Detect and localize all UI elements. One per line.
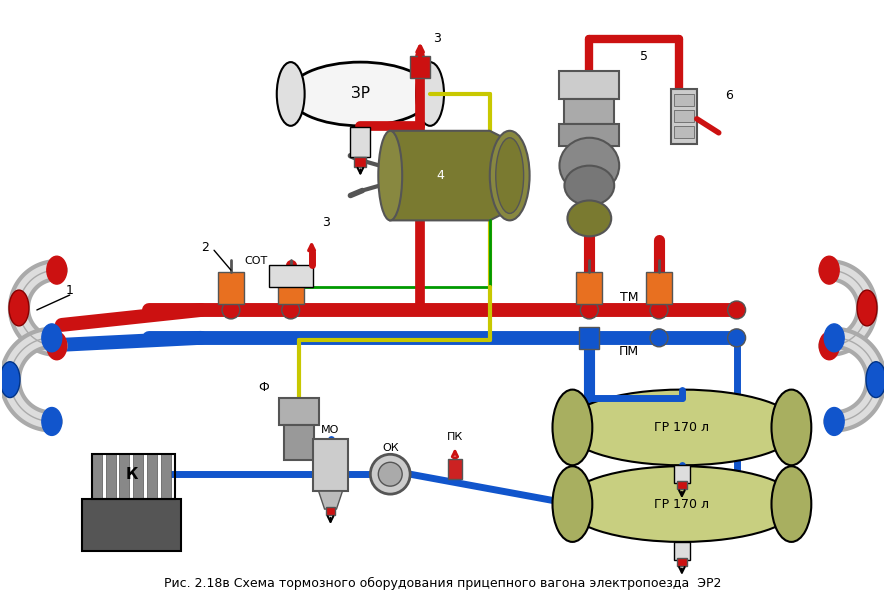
Ellipse shape <box>820 332 839 360</box>
Ellipse shape <box>567 200 611 236</box>
Ellipse shape <box>580 301 598 319</box>
Ellipse shape <box>564 166 614 205</box>
Bar <box>559 71 619 99</box>
Ellipse shape <box>727 329 746 347</box>
Ellipse shape <box>824 324 844 352</box>
Bar <box>91 454 102 499</box>
Ellipse shape <box>559 138 619 194</box>
Text: 5: 5 <box>640 50 648 63</box>
Text: ОК: ОК <box>382 443 399 453</box>
Ellipse shape <box>553 466 593 542</box>
Bar <box>313 439 348 491</box>
Ellipse shape <box>772 390 812 465</box>
Ellipse shape <box>650 301 668 319</box>
Ellipse shape <box>9 290 29 326</box>
Ellipse shape <box>496 138 524 214</box>
Ellipse shape <box>727 301 746 319</box>
Polygon shape <box>390 131 520 220</box>
Bar <box>325 507 336 515</box>
Bar <box>579 327 599 349</box>
Text: Ф: Ф <box>259 381 269 394</box>
Ellipse shape <box>820 256 839 284</box>
Text: ТМ: ТМ <box>620 291 639 304</box>
Bar <box>351 127 370 157</box>
Bar <box>674 126 694 138</box>
Bar <box>105 454 115 499</box>
Bar <box>674 542 690 560</box>
Ellipse shape <box>564 390 799 465</box>
Ellipse shape <box>553 390 593 465</box>
Bar <box>564 99 614 124</box>
Bar <box>448 459 462 479</box>
Ellipse shape <box>289 62 432 126</box>
Text: СОТ: СОТ <box>245 256 268 266</box>
Text: ЗР: ЗР <box>351 86 369 101</box>
Bar <box>559 124 619 146</box>
Ellipse shape <box>0 362 20 398</box>
Ellipse shape <box>42 324 62 352</box>
Bar <box>91 454 175 499</box>
Bar <box>674 110 694 122</box>
Ellipse shape <box>378 131 402 220</box>
Ellipse shape <box>490 131 530 220</box>
Bar <box>134 454 144 499</box>
Bar <box>161 454 171 499</box>
Text: 3: 3 <box>322 216 330 229</box>
Text: МО: МО <box>322 426 339 435</box>
Bar <box>677 481 687 489</box>
Ellipse shape <box>824 407 844 435</box>
Text: 4: 4 <box>436 169 444 182</box>
Ellipse shape <box>282 301 299 319</box>
Bar <box>279 398 319 426</box>
Polygon shape <box>319 491 343 509</box>
Bar <box>277 272 304 304</box>
Ellipse shape <box>47 256 66 284</box>
Ellipse shape <box>42 407 62 435</box>
Ellipse shape <box>378 463 402 486</box>
Bar <box>147 454 158 499</box>
Text: 2: 2 <box>201 241 209 254</box>
Ellipse shape <box>580 329 598 347</box>
Ellipse shape <box>857 290 877 326</box>
Text: ПМ: ПМ <box>619 345 639 358</box>
Ellipse shape <box>222 301 240 319</box>
Ellipse shape <box>772 466 812 542</box>
Ellipse shape <box>650 329 668 347</box>
Bar <box>82 499 182 551</box>
Bar <box>354 157 366 167</box>
Text: ГР 170 л: ГР 170 л <box>655 498 710 510</box>
Ellipse shape <box>276 62 305 126</box>
Text: ПК: ПК <box>447 432 463 443</box>
Bar <box>674 465 690 483</box>
Text: ГР 170 л: ГР 170 л <box>655 421 710 434</box>
Bar <box>646 272 672 304</box>
Bar <box>410 56 430 78</box>
Text: К: К <box>125 467 137 482</box>
Bar <box>577 272 602 304</box>
Bar <box>218 272 244 304</box>
Text: 1: 1 <box>66 283 74 297</box>
Bar <box>120 454 129 499</box>
Ellipse shape <box>416 62 444 126</box>
Ellipse shape <box>564 466 799 542</box>
Text: 6: 6 <box>725 89 733 103</box>
Bar <box>671 89 696 144</box>
Text: Рис. 2.18в Схема тормозного оборудования прицепного вагона электропоезда  ЭР2: Рис. 2.18в Схема тормозного оборудования… <box>164 577 722 590</box>
Bar <box>284 426 314 460</box>
Bar <box>268 265 313 287</box>
Ellipse shape <box>866 362 886 398</box>
Ellipse shape <box>370 454 410 494</box>
Text: 3: 3 <box>433 32 441 45</box>
Ellipse shape <box>47 332 66 360</box>
Bar <box>677 558 687 566</box>
Bar <box>674 94 694 106</box>
